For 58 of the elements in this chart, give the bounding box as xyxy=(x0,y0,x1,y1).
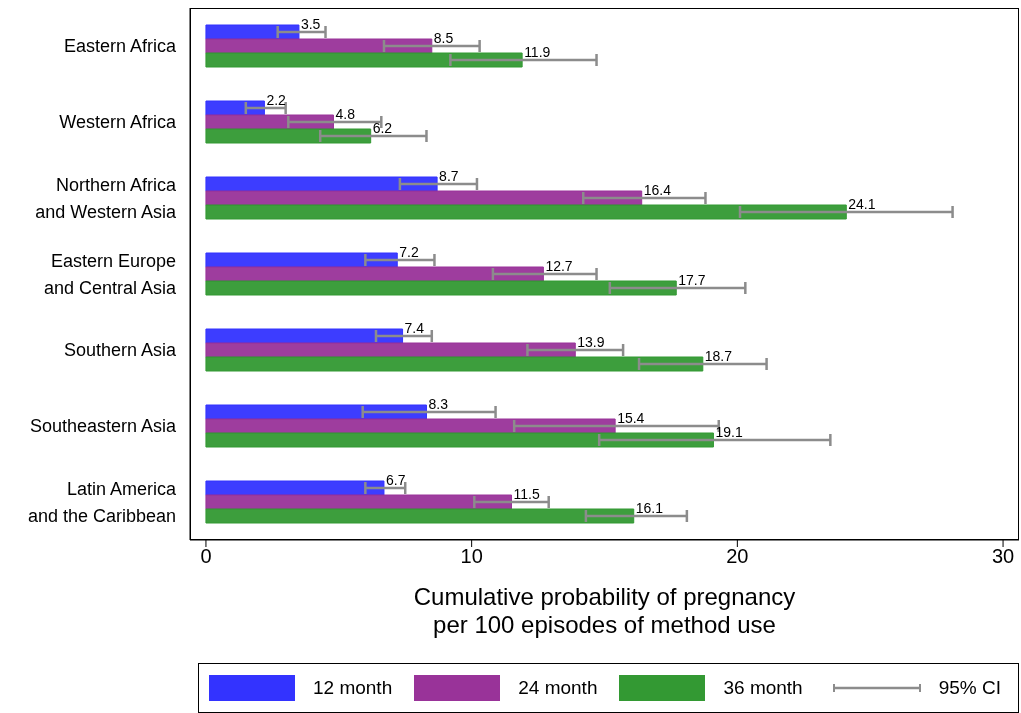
data-label: 8.5 xyxy=(433,30,454,46)
x-axis-title: Cumulative probability of pregnancy per 100 episodes of method use xyxy=(412,583,797,639)
data-label: 2.2 xyxy=(266,92,287,108)
data-label: 6.7 xyxy=(385,472,406,488)
legend-label: 12 month xyxy=(313,677,393,699)
legend-label: 24 month xyxy=(518,677,598,699)
y-tick-label: Southern Asia xyxy=(63,340,177,360)
y-tick-label: Western Africa xyxy=(59,112,177,132)
data-label: 11.5 xyxy=(513,486,540,502)
text: 95% CI xyxy=(938,677,1002,699)
x-tick-label: 20 xyxy=(726,545,749,568)
data-label: 13.9 xyxy=(577,334,605,350)
bar xyxy=(205,204,847,220)
data-label: 11.9 xyxy=(524,44,551,60)
bar xyxy=(205,114,334,130)
data-label: 17.7 xyxy=(678,272,706,288)
bar xyxy=(205,494,512,510)
bar xyxy=(205,38,433,54)
bar xyxy=(205,280,677,296)
bar xyxy=(205,342,576,358)
bar xyxy=(205,356,704,372)
bar xyxy=(205,480,385,496)
y-tick-label: Eastern Africa xyxy=(63,36,177,56)
data-label: 6.2 xyxy=(372,120,393,136)
y-tick-label: Latin America and the Caribbean xyxy=(27,478,177,526)
data-label: 4.8 xyxy=(335,106,356,122)
bar xyxy=(205,100,265,116)
data-label: 7.4 xyxy=(404,320,425,336)
data-label: 3.5 xyxy=(300,16,321,32)
x-tick-label: 30 xyxy=(991,545,1015,568)
bar xyxy=(205,190,643,206)
data-label: 7.2 xyxy=(399,244,419,260)
bar xyxy=(205,24,300,40)
data-label: 16.4 xyxy=(643,182,672,198)
data-label: 24.1 xyxy=(848,196,876,212)
y-tick-label: Eastern Europe and Central Asia xyxy=(43,250,177,298)
bar xyxy=(205,418,616,434)
legend-label: 36 month xyxy=(723,677,803,699)
data-label: 8.7 xyxy=(439,168,459,184)
bar xyxy=(205,252,398,268)
bar xyxy=(205,508,635,524)
bar xyxy=(205,328,404,344)
data-label: 18.7 xyxy=(704,348,733,364)
bar xyxy=(205,404,427,420)
data-label: 8.3 xyxy=(428,396,449,412)
bar xyxy=(205,266,544,282)
x-tick-label: 0 xyxy=(200,545,212,568)
data-label: 16.1 xyxy=(635,500,664,516)
y-tick-label: Northern Africa and Western Asia xyxy=(35,174,177,222)
y-tick-label: Southeastern Asia xyxy=(29,416,177,436)
data-label: 15.4 xyxy=(617,410,645,426)
x-tick-label: 10 xyxy=(460,545,483,568)
bar xyxy=(205,176,438,192)
bar xyxy=(205,52,523,68)
data-label: 12.7 xyxy=(545,258,573,274)
data-label: 19.1 xyxy=(715,424,743,440)
bar xyxy=(205,432,714,448)
bar xyxy=(205,128,372,144)
